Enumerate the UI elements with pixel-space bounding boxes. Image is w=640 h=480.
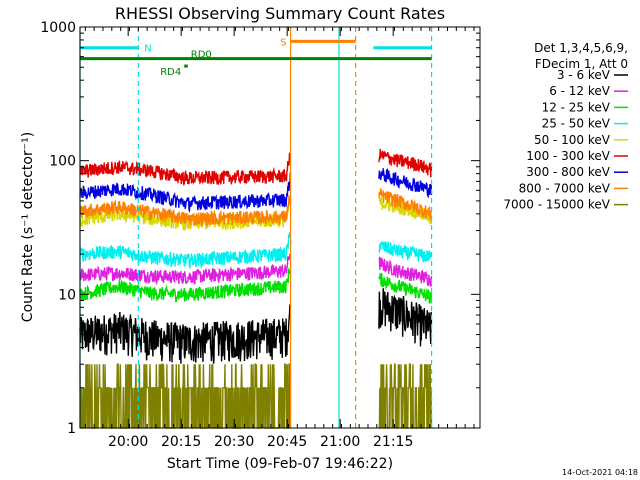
series-layer	[79, 148, 433, 429]
legend-label: 100 - 300 keV	[526, 149, 610, 163]
y-tick-label: 1000	[40, 20, 76, 36]
legend-label: 300 - 800 keV	[526, 165, 610, 179]
x-tick-label: 20:45	[267, 434, 307, 450]
legend-label: 6 - 12 keV	[549, 84, 611, 98]
flag-label-n: N	[144, 44, 151, 55]
x-tick-label: 20:30	[214, 434, 254, 450]
series-line-25-50-keV	[378, 241, 433, 264]
series-line-800-7000-keV	[378, 187, 433, 220]
y-tick-label: 1	[67, 421, 76, 437]
series-line-300-800-keV	[79, 172, 291, 214]
series-line-12-25-keV	[378, 272, 433, 304]
legend-label: 800 - 7000 keV	[519, 181, 611, 195]
series-line-3-6-keV	[79, 304, 291, 364]
flag-layer: N S RD0 RD4	[80, 37, 432, 78]
series-line-100-300-keV	[378, 148, 433, 178]
x-tick-label: 20:00	[108, 434, 148, 450]
chart-title: RHESSI Observing Summary Count Rates	[115, 4, 445, 23]
y-axis-label: Count Rate (s⁻¹ detector⁻¹)	[20, 132, 36, 322]
series-line-6-12-keV	[79, 253, 291, 286]
x-tick-label: 21:00	[320, 434, 360, 450]
flag-label-rd4: RD4	[160, 67, 181, 78]
footer-timestamp: 14-Oct-2021 04:18	[562, 468, 638, 477]
x-tick-label: 21:15	[373, 434, 413, 450]
series-line-12-25-keV	[79, 268, 291, 303]
series-line-6-12-keV	[378, 255, 433, 287]
legend-header-line: FDecim 1, Att 0	[535, 57, 628, 71]
legend-header-line: Det 1,3,4,5,6,9,	[534, 41, 628, 55]
series-line-800-7000-keV	[79, 194, 291, 227]
series-line-50-100-keV	[79, 198, 291, 231]
flag-label-rd0: RD0	[191, 50, 212, 61]
axis-layer: 20:00 20:15 20:30 20:45 21:00 21:15 1 10 100 1000	[40, 20, 480, 450]
series-line-300-800-keV	[378, 168, 433, 199]
legend-label: 3 - 6 keV	[557, 68, 611, 82]
series-line-3-6-keV	[378, 288, 433, 347]
legend-label: 50 - 100 keV	[534, 133, 611, 147]
legend-label: 25 - 50 keV	[542, 117, 611, 131]
series-line-25-50-keV	[79, 232, 291, 270]
legend-label: 12 - 25 keV	[542, 100, 611, 114]
series-line-100-300-keV	[79, 152, 291, 186]
x-axis-label: Start Time (09-Feb-07 19:46:22)	[167, 456, 393, 472]
flag-label-s: S	[280, 37, 286, 48]
y-tick-label: 10	[58, 287, 76, 303]
legend: Det 1,3,4,5,6,9, FDecim 1, Att 03 - 6 keV…	[503, 41, 628, 212]
x-tick-label: 20:15	[161, 434, 201, 450]
y-tick-label: 100	[49, 154, 76, 170]
legend-label: 7000 - 15000 keV	[503, 198, 610, 212]
